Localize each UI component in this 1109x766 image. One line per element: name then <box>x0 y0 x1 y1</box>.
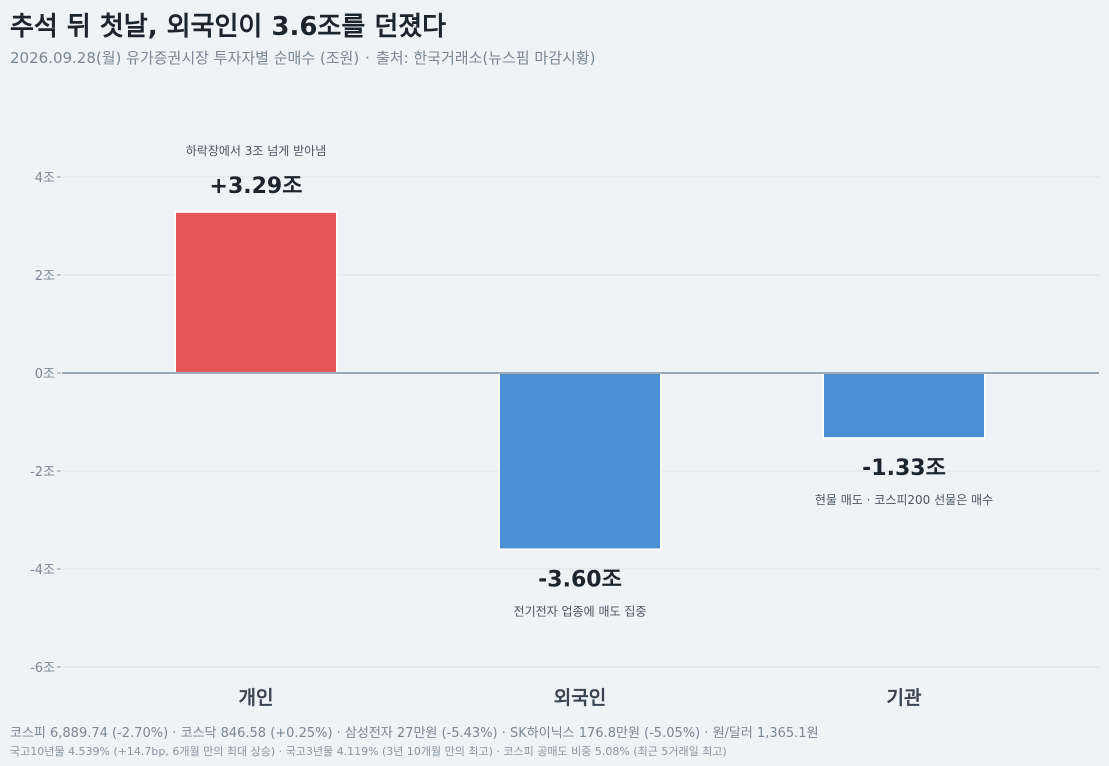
chart-title: 추석 뒤 첫날, 외국인이 3.6조를 던졌다 <box>10 12 447 42</box>
y-tick-label: -4조 <box>30 563 55 578</box>
y-tick-label: 2조 <box>35 269 55 284</box>
y-tick-label: -2조 <box>30 465 55 480</box>
bar-annotation: 현물 매도 · 코스피200 선물은 매수 <box>815 493 993 507</box>
bar-value-label: +3.29조 <box>210 174 303 199</box>
source-text: 출처: 한국거래소(뉴스핌 마감시황) <box>375 49 596 67</box>
y-tick-label: 4조 <box>35 171 55 186</box>
x-tick-label: 외국인 <box>554 687 606 709</box>
y-tick-label: -6조 <box>30 661 55 676</box>
market-summary: 코스피 6,889.74 (-2.70%) · 코스닥 846.58 (+0.2… <box>10 726 819 741</box>
bar-3 <box>822 372 986 440</box>
y-tick-label: 0조 <box>35 367 55 382</box>
bar-1 <box>174 210 338 374</box>
x-tick-label: 기관 <box>887 687 922 709</box>
subtitle-separator: · <box>365 49 370 67</box>
chart-subtitle: 2026.09.28(월) 유가증권시장 투자자별 순매수 (조원) · 출처: 한… <box>10 47 595 68</box>
bar-2 <box>498 372 662 551</box>
bond-summary: 국고10년물 4.539% (+14.7bp, 6개월 만의 최대 상승) · … <box>10 745 727 758</box>
subtitle-text: 2026.09.28(월) 유가증권시장 투자자별 순매수 (조원) <box>10 49 360 67</box>
x-tick-label: 개인 <box>239 687 274 709</box>
bar-value-label: -3.60조 <box>538 567 622 592</box>
bar-annotation: 하락장에서 3조 넘게 받아냄 <box>186 144 327 158</box>
bar-annotation: 전기전자 업종에 매도 집중 <box>514 604 647 618</box>
bar-value-label: -1.33조 <box>862 456 946 481</box>
